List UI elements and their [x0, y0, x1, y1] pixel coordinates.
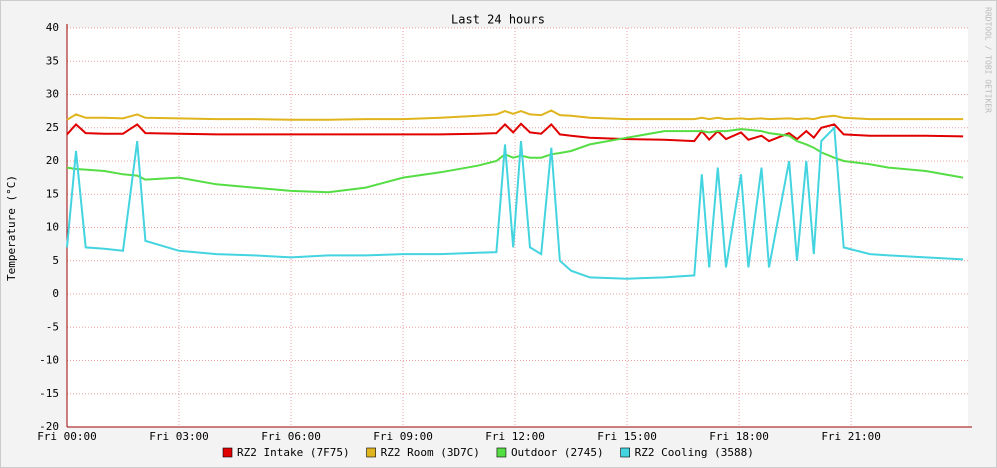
legend-swatch — [620, 447, 630, 458]
legend-swatch — [496, 447, 507, 458]
series-line — [66, 109, 964, 121]
y-tick-label: 10 — [46, 221, 59, 234]
y-tick-label: 25 — [46, 121, 59, 134]
y-tick-label: 0 — [52, 287, 59, 300]
x-tick-label: Fri 03:00 — [149, 430, 209, 443]
legend-label: RZ2 Room (3D7C) — [381, 446, 480, 459]
x-tick-label: Fri 15:00 — [597, 430, 657, 443]
y-tick-label: -5 — [46, 320, 59, 333]
y-tick-label: 5 — [52, 254, 59, 267]
legend-swatch — [366, 447, 376, 458]
x-tick-label: Fri 21:00 — [821, 430, 881, 443]
x-tick-label: Fri 09:00 — [373, 430, 433, 443]
chart-title: Last 24 hours — [451, 13, 545, 27]
watermark: RRDTOOL / TOBI OETIKER — [984, 7, 993, 113]
legend-label: Outdoor (2745) — [511, 446, 604, 459]
x-tick-label: Fri 00:00 — [37, 430, 97, 443]
y-tick-label: 15 — [46, 187, 59, 200]
legend-label: RZ2 Intake (7F75) — [237, 446, 350, 459]
series-line — [66, 122, 964, 143]
x-tick-label: Fri 12:00 — [485, 430, 545, 443]
y-tick-label: -10 — [39, 354, 59, 367]
y-tick-label: -15 — [39, 387, 59, 400]
series-line — [66, 125, 964, 280]
series-line — [66, 128, 964, 194]
y-tick-label: -20 — [39, 420, 59, 433]
y-axis-label: Temperature (°C) — [5, 175, 18, 281]
x-tick-label: Fri 06:00 — [261, 430, 321, 443]
y-tick-label: 40 — [46, 21, 59, 34]
legend-label: RZ2 Cooling (3588) — [635, 446, 754, 459]
y-tick-label: 35 — [46, 54, 59, 67]
legend-swatch — [222, 447, 233, 458]
y-tick-label: 30 — [46, 88, 59, 101]
x-tick-label: Fri 18:00 — [709, 430, 769, 443]
y-tick-label: 20 — [46, 154, 59, 167]
